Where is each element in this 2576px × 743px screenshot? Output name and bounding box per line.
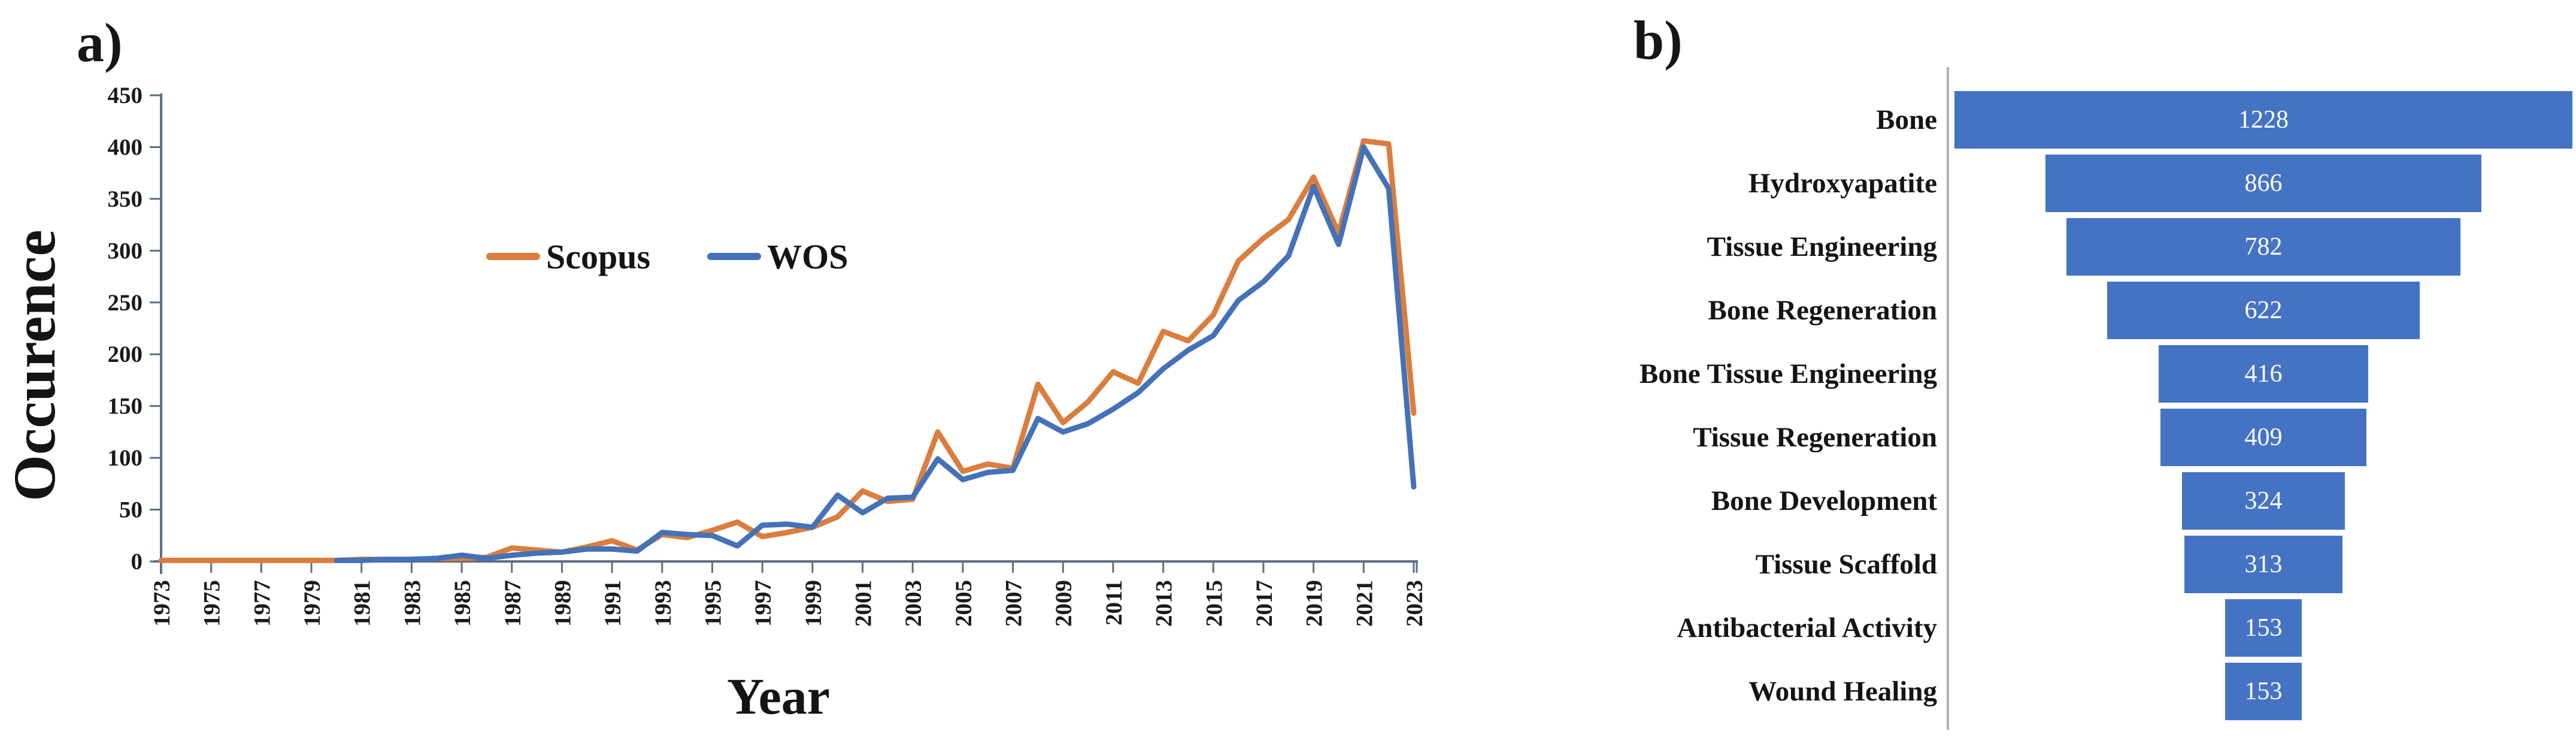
x-tick-label: 1993 — [650, 580, 676, 627]
funnel-category-label: Wound Healing — [1748, 676, 1937, 707]
y-tick-label: 150 — [108, 394, 143, 419]
funnel-bar: 416 — [2159, 345, 2368, 403]
y-tick-label: 200 — [108, 342, 143, 367]
x-tick-label: 1997 — [750, 580, 776, 627]
x-tick-label: 1977 — [249, 580, 275, 627]
wos-line-swatch — [707, 253, 762, 260]
legend: Scopus WOS — [486, 235, 848, 278]
x-tick-label: 1995 — [700, 580, 726, 627]
panel-a-tag: a) — [77, 12, 123, 73]
x-tick-label: 2003 — [901, 580, 926, 627]
x-tick-label: 1975 — [199, 580, 225, 627]
panel-b-tag: b) — [1634, 10, 1683, 71]
x-tick-label: 2013 — [1151, 580, 1177, 627]
funnel-bar: 153 — [2225, 599, 2302, 657]
x-tick-label: 1989 — [550, 580, 575, 627]
x-tick-label: 1987 — [500, 580, 526, 627]
x-tick-label: 2023 — [1402, 580, 1428, 627]
line-chart: 0 50 100 150 200 250 300 350 400 450 1973 1975 1977 1… — [108, 83, 1428, 627]
legend-item-wos: WOS — [707, 237, 848, 277]
legend-label-wos: WOS — [767, 237, 848, 276]
funnel-bar: 1228 — [1954, 91, 2572, 149]
x-tick-label: 2021 — [1351, 580, 1377, 627]
x-tick-label: 2015 — [1201, 580, 1227, 627]
y-tick-label: 350 — [108, 186, 143, 212]
x-tick-label: 1983 — [399, 580, 425, 627]
x-tick-label: 1999 — [801, 580, 826, 627]
funnel-category-label: Bone Development — [1711, 485, 1937, 517]
funnel-category-label: Tissue Engineering — [1707, 231, 1937, 262]
funnel-category-label: Bone — [1876, 104, 1937, 135]
funnel-category-label: Tissue Scaffold — [1755, 549, 1937, 580]
funnel-bar: 153 — [2225, 663, 2302, 720]
x-tick-label: 2017 — [1251, 580, 1277, 627]
x-tick-label: 1979 — [299, 580, 325, 627]
x-axis-title: Year — [727, 668, 830, 725]
funnel-category-label: Hydroxyapatite — [1748, 168, 1937, 199]
x-tick-label: 2007 — [1001, 580, 1027, 627]
funnel-axis-line — [1947, 67, 1949, 730]
scopus-line-swatch — [486, 253, 540, 260]
legend-label-scopus: Scopus — [546, 237, 651, 276]
x-tick-label: 1981 — [350, 580, 375, 627]
funnel-bar: 866 — [2045, 155, 2481, 212]
series-line-wos — [334, 144, 1417, 563]
y-tick-label: 100 — [108, 445, 143, 471]
x-tick-label: 2009 — [1051, 580, 1077, 627]
funnel-category-label: Bone Regeneration — [1708, 295, 1937, 326]
x-tick-label: 2005 — [951, 580, 977, 627]
x-tick-label: 1985 — [450, 580, 475, 627]
funnel-bar: 782 — [2066, 218, 2460, 276]
funnel-category-label: Tissue Regeneration — [1693, 422, 1937, 453]
y-tick-label: 400 — [108, 134, 143, 160]
x-tick-label: 1991 — [600, 580, 626, 627]
y-tick-label: 50 — [119, 497, 143, 523]
x-tick-label: 2019 — [1302, 580, 1328, 627]
x-tick-label: 1973 — [149, 580, 175, 627]
y-tick-label: 0 — [131, 549, 143, 575]
legend-item-scopus: Scopus — [486, 237, 650, 277]
x-tick-label: 2011 — [1101, 580, 1127, 626]
funnel-bar: 324 — [2181, 472, 2345, 530]
funnel-bar: 409 — [2160, 409, 2366, 466]
x-tick-label: 2001 — [851, 580, 877, 627]
funnel-bar: 313 — [2184, 536, 2342, 593]
funnel-category-label: Bone Tissue Engineering — [1639, 358, 1937, 389]
y-tick-label: 450 — [108, 83, 143, 108]
y-tick-label: 300 — [108, 238, 143, 264]
y-tick-label: 250 — [108, 290, 143, 316]
funnel-category-label: Antibacterial Activity — [1677, 612, 1937, 644]
funnel-bar: 622 — [2107, 282, 2420, 339]
